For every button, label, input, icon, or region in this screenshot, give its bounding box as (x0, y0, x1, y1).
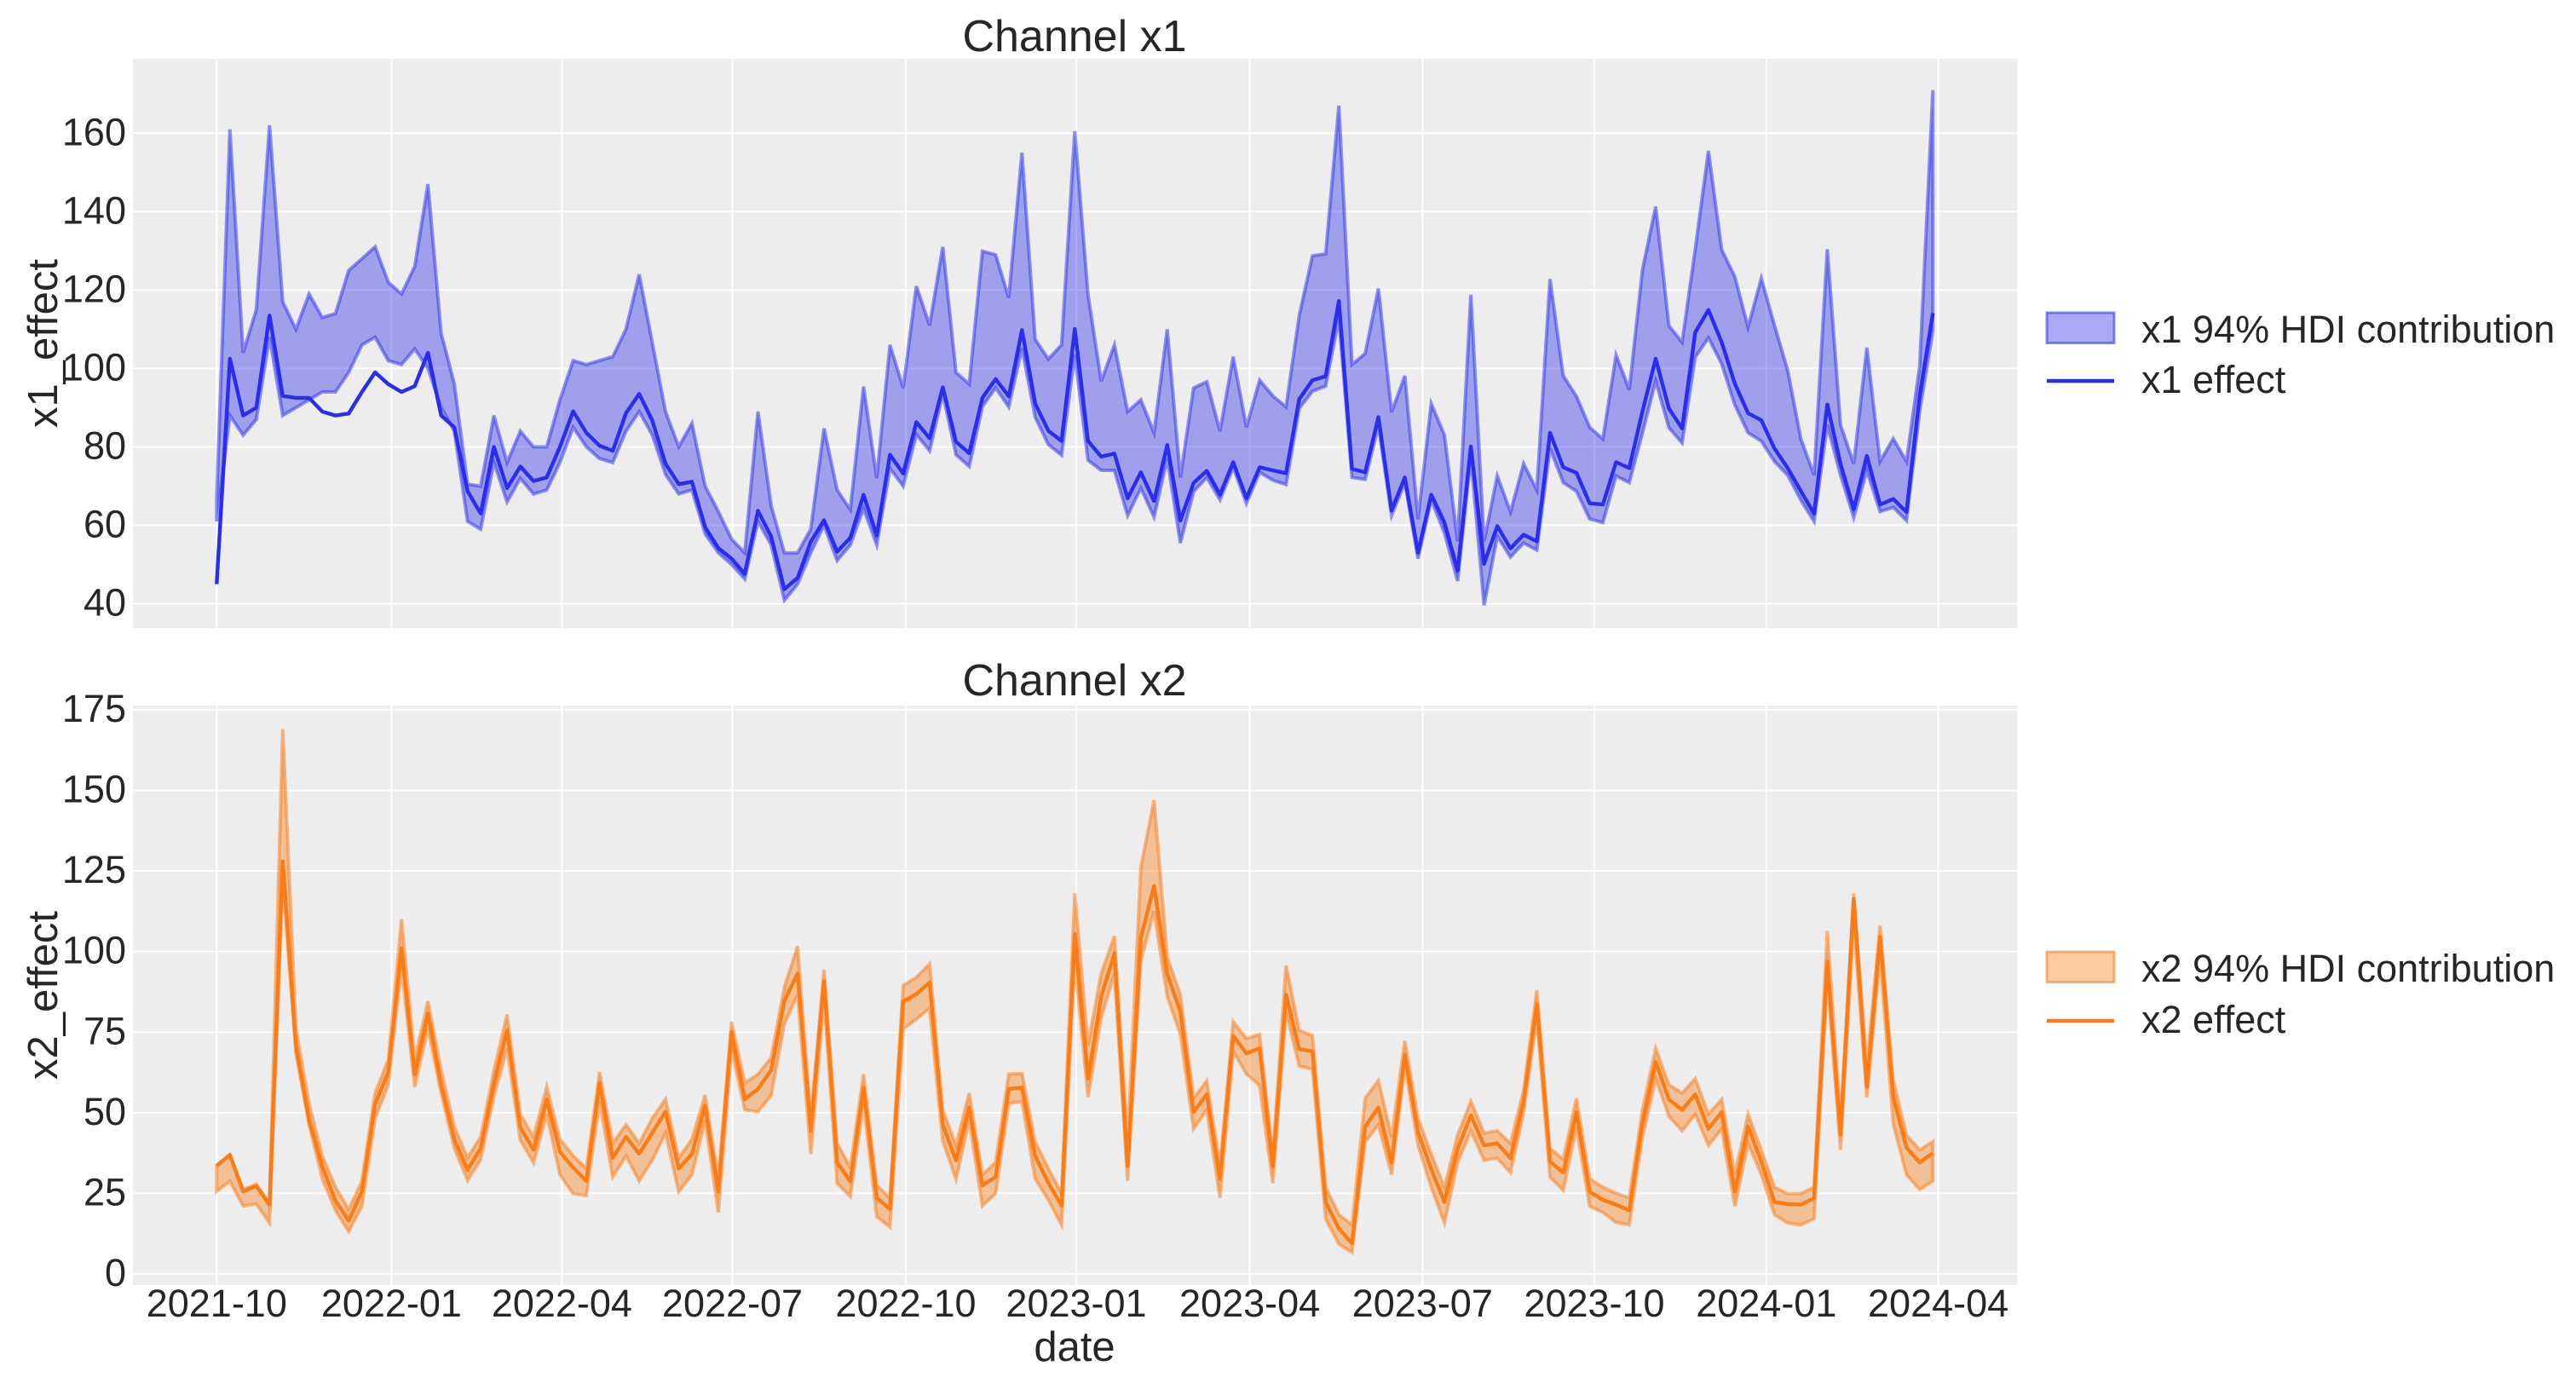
svg-text:125: 125 (62, 848, 126, 891)
svg-text:2023-07: 2023-07 (1352, 1282, 1493, 1325)
svg-text:140: 140 (62, 188, 126, 232)
svg-text:60: 60 (84, 503, 126, 546)
svg-text:x2 effect: x2 effect (2141, 998, 2286, 1041)
svg-text:2024-04: 2024-04 (1868, 1282, 2008, 1325)
svg-text:100: 100 (62, 345, 126, 389)
svg-text:2022-07: 2022-07 (662, 1282, 803, 1325)
svg-text:175: 175 (62, 687, 126, 730)
svg-text:date: date (1034, 1324, 1115, 1370)
svg-text:2022-04: 2022-04 (492, 1282, 632, 1325)
svg-text:2023-01: 2023-01 (1006, 1282, 1146, 1325)
svg-text:50: 50 (84, 1090, 126, 1133)
svg-text:Channel x1: Channel x1 (962, 12, 1186, 61)
svg-text:2023-04: 2023-04 (1179, 1282, 1320, 1325)
svg-text:x1 effect: x1 effect (2141, 358, 2286, 401)
svg-text:0: 0 (105, 1251, 126, 1294)
svg-text:x2_effect: x2_effect (20, 911, 66, 1080)
svg-text:100: 100 (62, 929, 126, 972)
svg-text:150: 150 (62, 768, 126, 811)
svg-text:160: 160 (62, 110, 126, 153)
svg-text:x1_effect: x1_effect (20, 259, 66, 428)
svg-text:x2 94% HDI contribution: x2 94% HDI contribution (2141, 947, 2555, 990)
svg-text:Channel x2: Channel x2 (962, 656, 1186, 706)
svg-text:2024-01: 2024-01 (1696, 1282, 1836, 1325)
svg-text:25: 25 (84, 1170, 126, 1213)
svg-text:120: 120 (62, 267, 126, 310)
svg-text:80: 80 (84, 424, 126, 467)
svg-text:75: 75 (84, 1009, 126, 1052)
svg-text:2023-10: 2023-10 (1524, 1282, 1664, 1325)
svg-text:2022-10: 2022-10 (835, 1282, 976, 1325)
svg-text:x1 94% HDI contribution: x1 94% HDI contribution (2141, 308, 2555, 351)
svg-text:40: 40 (84, 581, 126, 625)
svg-text:2021-10: 2021-10 (147, 1282, 287, 1325)
svg-text:2022-01: 2022-01 (321, 1282, 462, 1325)
